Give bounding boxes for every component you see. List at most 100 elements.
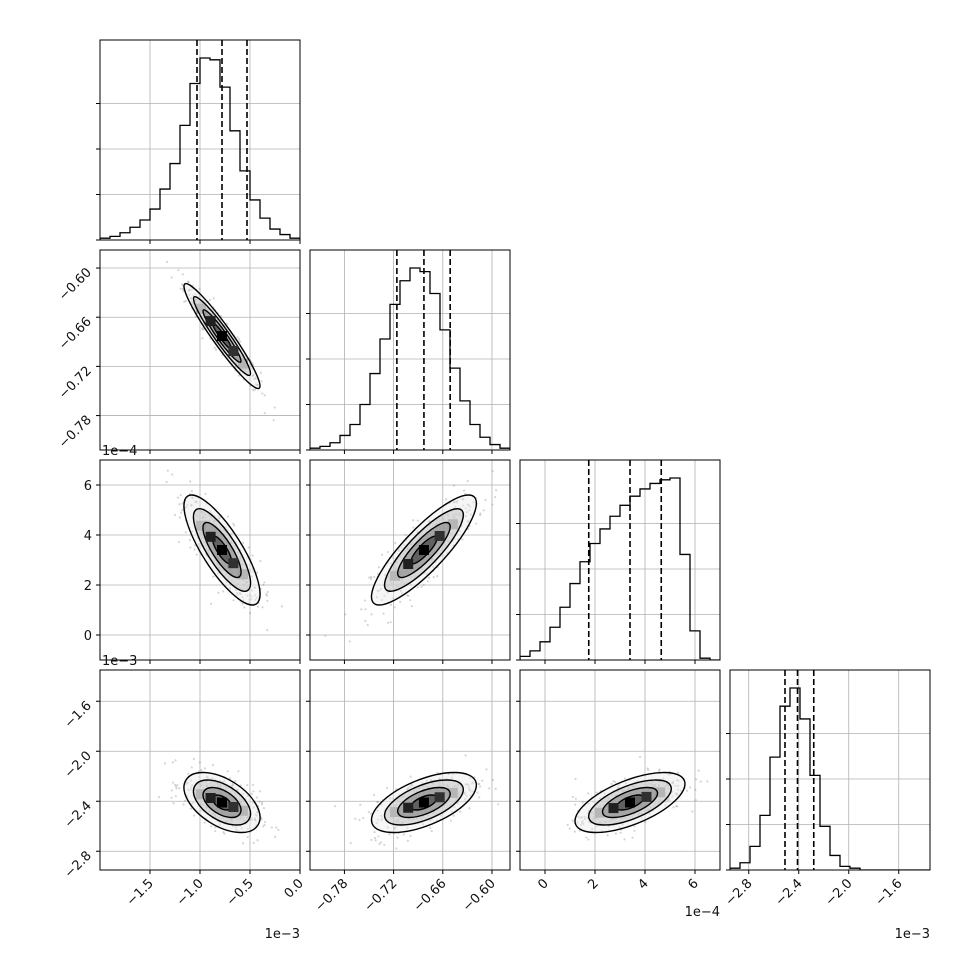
sample-point <box>231 825 234 828</box>
density-core-1 <box>625 797 635 808</box>
sample-point <box>213 346 216 350</box>
y-tick-label: −2.0 <box>62 748 95 781</box>
sample-point <box>256 383 259 387</box>
sample-point <box>471 782 474 785</box>
sample-point <box>247 546 250 549</box>
sample-point <box>354 817 357 820</box>
sample-point <box>256 571 259 574</box>
sample-point <box>189 289 192 292</box>
sample-point <box>218 517 221 520</box>
panel-0-0 <box>96 39 301 244</box>
sample-point <box>182 290 185 293</box>
sample-point <box>491 778 495 782</box>
sample-point <box>189 807 192 810</box>
panel-1-1 <box>306 249 511 454</box>
sample-point <box>250 792 253 796</box>
sample-point <box>373 575 376 578</box>
sample-point <box>263 394 266 397</box>
sample-point <box>389 797 392 800</box>
sample-point <box>192 757 195 761</box>
sample-point <box>666 800 669 803</box>
panel-3-3: −2.8 −2.4 −2.0 −1.6 <box>723 669 931 909</box>
sample-point <box>191 302 194 305</box>
sample-point <box>397 549 400 553</box>
sample-point <box>479 785 482 788</box>
sample-point <box>571 795 575 799</box>
sample-point <box>453 501 456 504</box>
panel-frame <box>519 459 721 661</box>
sample-point <box>467 785 471 789</box>
sample-point <box>190 786 193 789</box>
sample-point <box>464 507 468 510</box>
sample-point <box>603 792 606 795</box>
sample-point <box>218 823 221 826</box>
sample-point <box>223 779 226 783</box>
sample-point <box>381 817 384 820</box>
y-tick-label: 0 <box>84 629 92 644</box>
sample-point <box>449 819 453 822</box>
sample-point <box>393 827 396 831</box>
sample-point <box>255 814 259 817</box>
sample-point <box>452 484 456 487</box>
sample-point <box>429 819 432 822</box>
sample-point <box>402 833 405 836</box>
sample-point <box>348 640 351 643</box>
sample-point <box>380 803 383 806</box>
sample-point <box>256 839 259 842</box>
sample-point <box>675 779 679 782</box>
sample-point <box>689 786 692 789</box>
sample-point <box>376 589 379 592</box>
x-tick-label: −1.0 <box>174 876 207 909</box>
density-core-0 <box>205 531 216 542</box>
sample-point <box>404 533 407 536</box>
sample-point <box>202 299 205 302</box>
sample-point <box>250 367 253 370</box>
sample-point <box>191 784 194 787</box>
sample-point <box>442 554 446 557</box>
sample-point <box>254 598 257 601</box>
sample-point <box>614 780 617 784</box>
y-tick-label: 4 <box>84 529 92 544</box>
sample-point <box>677 771 680 774</box>
sample-point <box>466 480 469 483</box>
sample-point <box>255 383 258 386</box>
sample-point <box>260 801 264 804</box>
sample-point <box>179 287 182 290</box>
sample-point <box>439 814 442 817</box>
sample-point <box>203 767 207 770</box>
sample-point <box>391 556 394 559</box>
sample-point <box>676 805 679 808</box>
sample-point <box>190 766 193 769</box>
sample-point <box>249 818 252 822</box>
sample-point <box>581 801 584 804</box>
panel-frame <box>309 459 511 661</box>
sample-point <box>186 781 189 785</box>
sample-point <box>232 522 235 525</box>
sample-point <box>370 812 373 815</box>
sample-point <box>200 769 203 772</box>
sample-point <box>362 816 365 820</box>
sample-point <box>475 522 478 525</box>
density-core-0 <box>608 803 619 814</box>
panel-3-1: −0.78 −0.72 −0.66 −0.60 <box>306 669 511 915</box>
sample-point <box>379 841 383 844</box>
sample-point <box>249 365 252 368</box>
sample-point <box>491 503 494 506</box>
density-core-1 <box>418 545 429 555</box>
sample-point <box>249 598 253 601</box>
sample-point <box>190 504 193 507</box>
density-core-0 <box>403 559 414 570</box>
sample-point <box>463 797 467 800</box>
sample-point <box>184 531 187 534</box>
sample-point <box>176 496 180 499</box>
sample-point <box>375 596 378 599</box>
sample-point <box>198 775 201 779</box>
sample-point <box>364 619 367 622</box>
sample-point <box>389 621 392 624</box>
sample-point <box>671 795 674 798</box>
sample-point <box>373 830 376 834</box>
sample-point <box>266 629 269 632</box>
sample-point <box>420 585 423 588</box>
sample-point <box>438 777 441 780</box>
sample-point <box>253 818 257 821</box>
